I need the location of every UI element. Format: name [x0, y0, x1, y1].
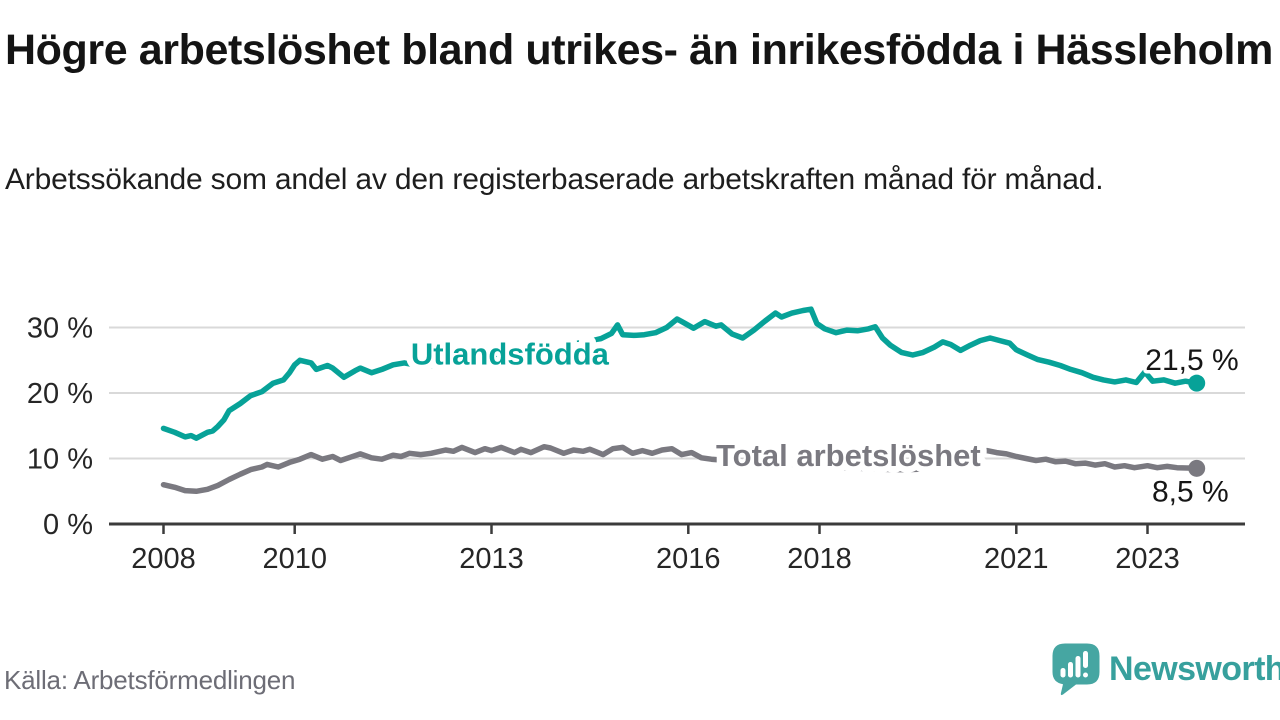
series-line	[160, 443, 1200, 495]
series-line	[160, 306, 1200, 441]
chart-subtitle: Arbetssökande som andel av den registerb…	[5, 163, 1104, 196]
series-end-value: 8,5 %	[1152, 475, 1229, 508]
series-end-value: 21,5 %	[1145, 344, 1238, 377]
newsworthy-logo: Newsworthy	[1052, 643, 1280, 696]
y-tick-label: 30 %	[27, 313, 93, 345]
x-tick-label: 2021	[984, 543, 1049, 575]
series-label: Total arbetslöshet	[716, 438, 981, 473]
source-note: Källa: Arbetsförmedlingen	[4, 665, 296, 695]
x-tick-label: 2023	[1115, 543, 1180, 575]
newsworthy-logo-text: Newsworthy	[1109, 650, 1280, 688]
series-label: Utlandsfödda	[411, 337, 610, 372]
series-end-dot	[1188, 374, 1206, 392]
newsworthy-logo-icon	[1052, 643, 1100, 696]
x-tick-label: 2013	[459, 543, 524, 575]
y-tick-label: 10 %	[27, 444, 93, 476]
x-tick-label: 2010	[262, 543, 327, 575]
y-tick-label: 20 %	[27, 378, 93, 410]
x-tick-label: 2018	[787, 543, 852, 575]
series-end-dot	[1188, 459, 1206, 477]
x-tick-label: 2008	[131, 543, 196, 575]
x-tick-label: 2016	[656, 543, 721, 575]
y-tick-label: 0 %	[43, 509, 93, 541]
chart-title: Högre arbetslöshet bland utrikes- än inr…	[5, 26, 1273, 74]
